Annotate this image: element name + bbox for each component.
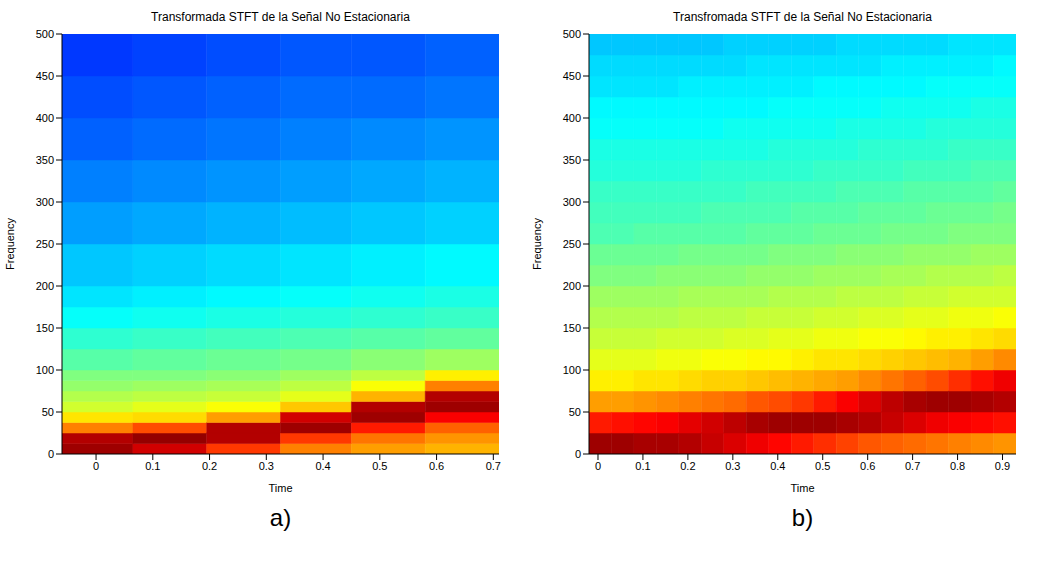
svg-text:0.6: 0.6: [860, 460, 875, 472]
svg-text:0.1: 0.1: [145, 460, 160, 472]
svg-text:150: 150: [563, 322, 581, 334]
svg-text:0.7: 0.7: [486, 460, 501, 472]
svg-text:200: 200: [563, 280, 581, 292]
svg-text:100: 100: [36, 364, 54, 376]
svg-text:Frequency: Frequency: [4, 218, 16, 270]
svg-text:0.9: 0.9: [995, 460, 1010, 472]
svg-text:0.4: 0.4: [770, 460, 785, 472]
svg-text:350: 350: [563, 154, 581, 166]
svg-text:0.1: 0.1: [635, 460, 650, 472]
svg-text:300: 300: [36, 196, 54, 208]
svg-text:0.8: 0.8: [950, 460, 965, 472]
svg-text:0.5: 0.5: [815, 460, 830, 472]
svg-text:Time: Time: [268, 482, 292, 494]
svg-text:350: 350: [36, 154, 54, 166]
html-text:Transfromada STFT de la Señal: Transfromada STFT de la Señal No Estacio…: [673, 10, 932, 24]
svg-text:0.5: 0.5: [372, 460, 387, 472]
svg-text:0: 0: [93, 460, 99, 472]
html-text:Transformada STFT de la Señal: Transformada STFT de la Señal No Estacio…: [151, 10, 410, 24]
svg-text:0.6: 0.6: [429, 460, 444, 472]
svg-text:300: 300: [563, 196, 581, 208]
svg-text:400: 400: [36, 112, 54, 124]
svg-text:0.4: 0.4: [315, 460, 330, 472]
svg-text:50: 50: [42, 406, 54, 418]
svg-text:100: 100: [563, 364, 581, 376]
svg-text:0: 0: [48, 448, 54, 460]
svg-text:Frequency: Frequency: [531, 218, 543, 270]
svg-text:450: 450: [36, 70, 54, 82]
svg-text:200: 200: [36, 280, 54, 292]
svg-text:400: 400: [563, 112, 581, 124]
html-text:b): b): [791, 504, 814, 531]
svg-text:50: 50: [569, 406, 581, 418]
svg-text:500: 500: [563, 28, 581, 40]
svg-text:150: 150: [36, 322, 54, 334]
svg-text:450: 450: [563, 70, 581, 82]
svg-text:250: 250: [563, 238, 581, 250]
svg-text:250: 250: [36, 238, 54, 250]
svg-text:0.3: 0.3: [259, 460, 274, 472]
svg-text:0: 0: [575, 448, 581, 460]
html-text:a): a): [269, 504, 292, 531]
svg-text:0: 0: [595, 460, 601, 472]
svg-text:0.2: 0.2: [680, 460, 695, 472]
svg-text:500: 500: [36, 28, 54, 40]
svg-text:0.7: 0.7: [905, 460, 920, 472]
svg-text:0.2: 0.2: [202, 460, 217, 472]
svg-text:Time: Time: [790, 482, 814, 494]
svg-text:0.3: 0.3: [725, 460, 740, 472]
